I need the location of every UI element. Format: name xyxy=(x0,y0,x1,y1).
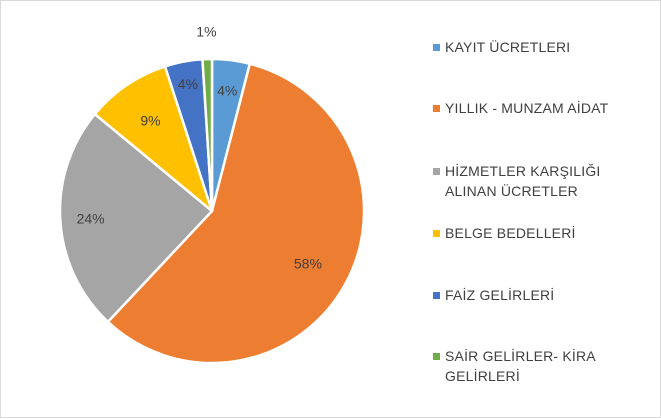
pie-slice-2 xyxy=(106,62,366,365)
pie-slice-3 xyxy=(58,112,214,324)
legend-label: KAYIT ÜCRETLERI xyxy=(445,39,571,55)
slice-data-label: 24% xyxy=(77,211,105,227)
legend-label: BELGE BEDELLERİ xyxy=(445,225,576,241)
slice-data-label: 4% xyxy=(217,82,237,98)
legend-label: FAİZ GELİRLERİ xyxy=(445,287,555,303)
slice-data-label: 58% xyxy=(294,256,322,272)
legend: KAYIT ÜCRETLERI YILLIK - MUNZAM AİDAT HİZM… xyxy=(433,1,658,417)
legend-label: SAİR GELİRLER- KİRA GELİRLERİ xyxy=(445,348,596,384)
legend-swatch xyxy=(433,353,440,360)
slice-data-label: 1% xyxy=(196,24,216,40)
legend-label: HİZMETLER KARŞILIĞI ALINAN ÜCRETLER xyxy=(445,163,601,199)
pie-slice-4 xyxy=(93,65,214,213)
legend-label: YILLIK - MUNZAM AİDAT xyxy=(445,100,609,116)
legend-swatch xyxy=(433,230,440,237)
pie-slice-6 xyxy=(201,57,214,213)
slice-data-label: 4% xyxy=(178,76,198,92)
legend-swatch xyxy=(433,44,440,51)
slice-data-label: 9% xyxy=(140,113,160,129)
legend-swatch xyxy=(433,105,440,112)
legend-swatch xyxy=(433,292,440,299)
legend-swatch xyxy=(433,168,440,175)
